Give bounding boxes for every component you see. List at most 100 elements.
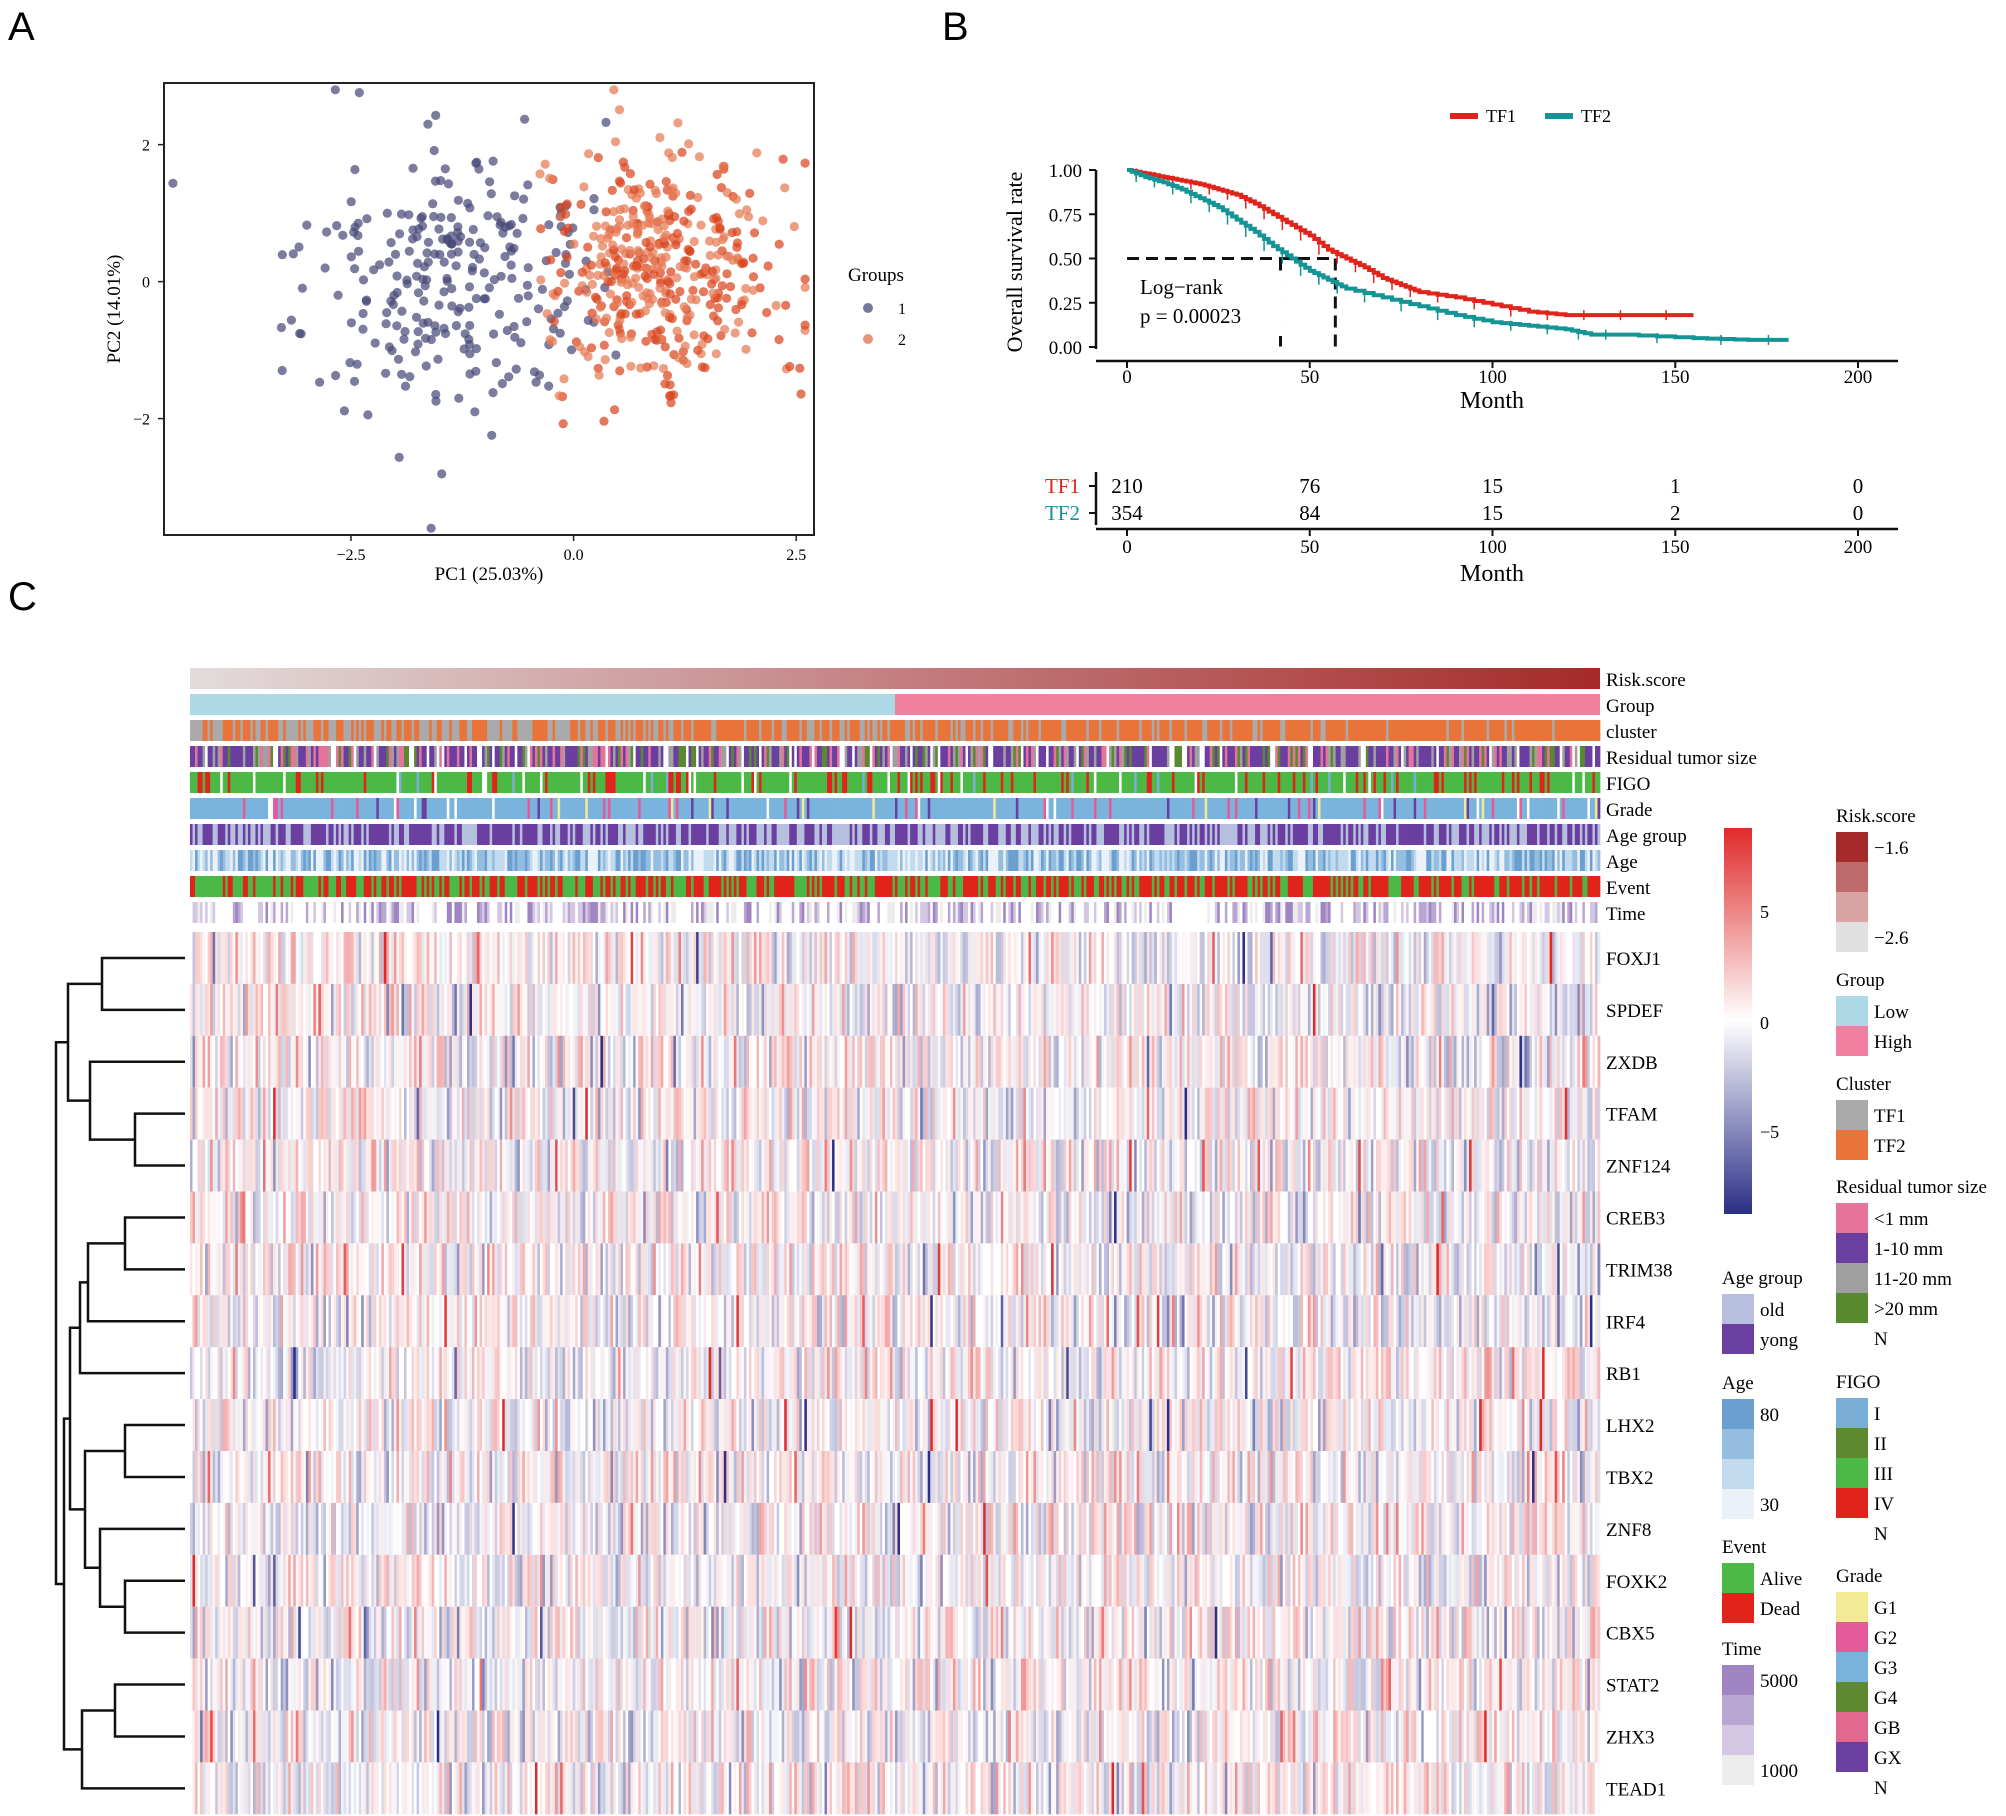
track-age-group-cell <box>562 824 566 845</box>
track-age-cell <box>1428 850 1432 871</box>
track-residual-tumor-size-cell <box>205 746 208 767</box>
track-cluster-cell <box>1116 720 1120 741</box>
track-grade-cell <box>1411 798 1415 819</box>
track-age-cell <box>346 850 349 871</box>
track-time-cell <box>537 902 541 923</box>
track-age-group-cell <box>1521 824 1525 845</box>
track-residual-tumor-size-cell <box>955 746 959 767</box>
track-age-group-cell <box>522 824 526 845</box>
track-age-cell <box>474 850 478 871</box>
track-age-cell <box>1579 850 1583 871</box>
track-residual-tumor-size-cell <box>1129 746 1133 767</box>
track-cluster-cell <box>741 720 745 741</box>
track-figo-cell <box>1333 772 1336 793</box>
track-figo-cell <box>305 772 309 793</box>
track-age-group-cell <box>776 824 780 845</box>
track-grade-cell <box>401 798 405 819</box>
track-event-cell <box>1177 876 1180 897</box>
track-age-group-cell <box>466 824 470 845</box>
track-age-cell <box>1567 850 1571 871</box>
track-age-cell <box>927 850 931 871</box>
pca-point-group-2 <box>662 370 673 381</box>
track-age-group-cell <box>398 824 402 845</box>
track-time-cell <box>716 902 720 923</box>
track-time-cell <box>545 902 548 923</box>
track-figo-cell <box>421 772 425 793</box>
track-residual-tumor-size-cell <box>607 746 611 767</box>
track-cluster-cell <box>489 720 493 741</box>
pca-point-group-2 <box>618 269 628 279</box>
track-age-cell <box>1083 850 1087 871</box>
track-event-cell <box>978 876 981 897</box>
track-cluster-cell <box>1068 720 1072 741</box>
track-cluster-cell <box>257 720 261 741</box>
track-event-cell <box>741 876 745 897</box>
track-cluster-cell <box>701 720 704 741</box>
track-age-group-cell <box>212 824 216 845</box>
track-figo-cell <box>1589 772 1593 793</box>
track-age-cell <box>680 850 684 871</box>
track-grade-cell <box>665 798 669 819</box>
track-time-cell <box>381 902 385 923</box>
track-figo-cell <box>1169 772 1173 793</box>
track-figo-cell <box>436 772 440 793</box>
track-age-group-cell <box>784 824 788 845</box>
track-event-cell <box>202 876 206 897</box>
track-age-group-cell <box>542 824 546 845</box>
pca-points <box>168 85 810 533</box>
track-age-cell <box>1159 850 1163 871</box>
track-age-cell <box>726 850 730 871</box>
track-event-cell <box>320 876 324 897</box>
track-grade-cell <box>932 798 936 819</box>
track-residual-tumor-size-cell <box>930 746 934 767</box>
track-cluster-cell <box>245 720 249 741</box>
track-grade-cell <box>519 798 523 819</box>
pca-point-group-1 <box>502 325 512 336</box>
track-residual-tumor-size-cell <box>947 746 951 767</box>
track-time-cell <box>439 902 443 923</box>
track-cluster-cell <box>512 720 516 741</box>
track-residual-tumor-size-cell <box>597 746 601 767</box>
track-age-group-cell <box>499 824 503 845</box>
track-grade-cell <box>691 798 694 819</box>
track-event-cell <box>754 876 757 897</box>
pca-point-group-1 <box>464 282 475 292</box>
track-event-cell <box>1350 876 1354 897</box>
track-figo-cell <box>962 772 966 793</box>
track-event-cell <box>1159 876 1163 897</box>
track-cluster-cell <box>1156 720 1160 741</box>
track-age-group-cell <box>434 824 438 845</box>
track-figo-cell <box>1103 772 1107 793</box>
track-grade-cell <box>731 798 735 819</box>
track-event-cell <box>1514 876 1518 897</box>
track-cluster-cell <box>1300 720 1304 741</box>
track-age-group-cell <box>1428 824 1432 845</box>
track-age-cell <box>1408 850 1412 871</box>
pca-point-group-2 <box>599 416 609 426</box>
track-age-cell <box>791 850 795 871</box>
track-figo-cell <box>1257 772 1261 793</box>
pca-point-group-2 <box>666 185 677 195</box>
track-residual-tumor-size-cell <box>235 746 239 767</box>
track-grade-cell <box>623 798 626 819</box>
track-grade-cell <box>477 798 480 819</box>
track-grade-cell <box>1481 798 1485 819</box>
track-event-cell <box>1048 876 1052 897</box>
track-event-cell <box>1023 876 1027 897</box>
pca-point-group-2 <box>665 380 675 390</box>
risk-table-x-label: Month <box>1460 561 1524 587</box>
track-residual-tumor-size-cell <box>950 746 954 767</box>
track-age-cell <box>1227 850 1231 871</box>
track-age-cell <box>401 850 405 871</box>
track-age-cell <box>464 850 468 871</box>
track-event-cell <box>839 876 843 897</box>
track-age-group-cell <box>472 824 475 845</box>
track-residual-tumor-size-cell <box>1010 746 1014 767</box>
track-grade-cell <box>1330 798 1334 819</box>
track-age-cell <box>950 850 954 871</box>
track-residual-tumor-size-cell <box>1330 746 1334 767</box>
track-cluster-cell <box>232 720 236 741</box>
pca-point-group-1 <box>488 156 498 166</box>
track-figo-cell <box>1320 772 1324 793</box>
track-time-cell <box>290 902 294 923</box>
